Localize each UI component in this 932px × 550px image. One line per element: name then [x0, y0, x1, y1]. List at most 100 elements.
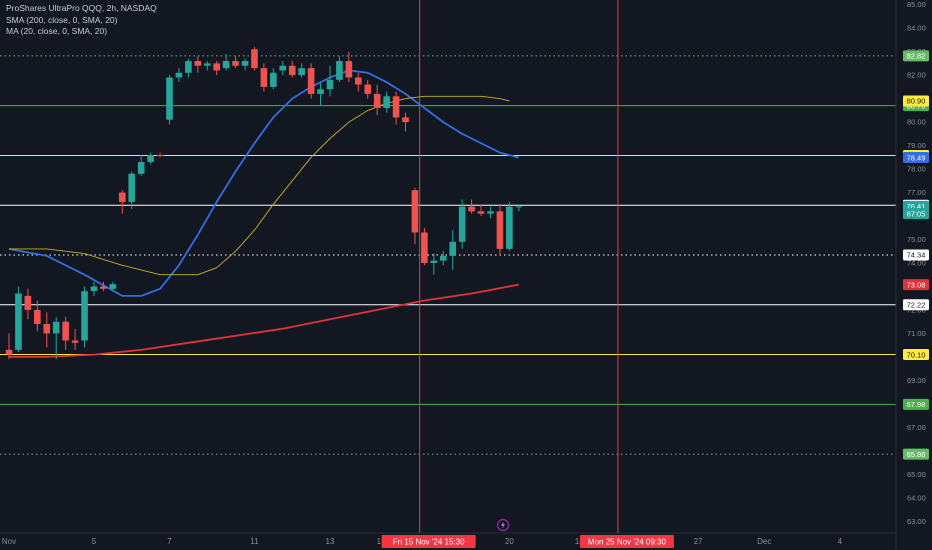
time-tick-label: 7	[167, 537, 172, 546]
candle-body	[430, 260, 438, 263]
candle-body	[392, 96, 400, 118]
ma-indicator-label[interactable]: MA (20, close, 0, SMA, 20)	[6, 26, 108, 36]
candle-body	[421, 232, 428, 263]
price-tick-label: 78.00	[907, 165, 926, 174]
time-tick-label: Nov	[2, 537, 16, 546]
candle-body	[402, 117, 409, 123]
candle-body	[270, 72, 277, 87]
symbol-title[interactable]: ProShares UltraPro QQQ, 2h, NASDAQ	[6, 3, 157, 13]
price-tag	[903, 152, 929, 164]
lightning-icon[interactable]	[496, 518, 510, 532]
candle-body	[326, 79, 334, 90]
time-marker-label: Fri 15 Nov '24 15:30	[393, 538, 465, 547]
price-tag	[903, 299, 929, 311]
price-tag-label: 70.10	[907, 350, 926, 359]
candle-body	[458, 206, 466, 242]
price-tick-label: 65.00	[907, 470, 926, 479]
candle-body	[62, 321, 69, 341]
price-tick-label: 67.00	[907, 423, 926, 432]
time-tick-label: 4	[838, 537, 843, 546]
candle-body	[194, 61, 202, 66]
candle-body	[355, 77, 362, 85]
candle-body	[43, 324, 51, 334]
time-axis[interactable]: Nov57111313:302013:3027Dec4Fri 15 Nov '2…	[2, 535, 843, 548]
time-tick-label: Dec	[757, 537, 771, 546]
price-tick-label: 64.00	[907, 493, 926, 502]
price-tick-label: 82.00	[907, 71, 926, 80]
candle-body	[166, 77, 173, 120]
price-tag	[903, 349, 929, 361]
price-tag-label: 67:05	[907, 209, 926, 218]
candle-body	[34, 309, 41, 325]
chart-legend: ProShares UltraPro QQQ, 2h, NASDAQ SMA (…	[6, 3, 157, 38]
price-tick-label: 63.00	[907, 517, 926, 526]
candle-body	[373, 93, 381, 109]
price-tick-label: 85.00	[907, 0, 926, 9]
candle-body	[156, 154, 164, 156]
candle-body	[506, 206, 513, 249]
time-marker-tag	[381, 535, 476, 548]
price-tag-label: 67.98	[907, 400, 926, 409]
price-tags: 82.8280.7078.5876.4674.3472.2270.1067.98…	[903, 50, 929, 460]
candle-body	[288, 65, 296, 76]
candle-body	[100, 286, 107, 289]
price-tag-label: 78.49	[907, 153, 926, 162]
candle-body	[317, 89, 324, 94]
candle-body	[439, 255, 447, 261]
candle-body	[109, 284, 117, 289]
candle-body	[137, 162, 145, 174]
candle-body	[118, 192, 126, 202]
candle-body	[307, 68, 315, 94]
candle-body	[411, 190, 419, 233]
price-tag	[903, 398, 929, 410]
price-tick-label: 80.00	[907, 118, 926, 127]
candle-body	[81, 291, 88, 341]
candle-body	[203, 63, 211, 66]
price-tick-label: 77.00	[907, 188, 926, 197]
candle-body	[71, 340, 79, 343]
price-tag	[903, 279, 929, 291]
candle-body	[487, 211, 494, 214]
candle-body	[468, 206, 475, 212]
sma-indicator-label[interactable]: SMA (200, close, 0, SMA, 20)	[6, 14, 118, 25]
time-tick-label: 5	[92, 537, 97, 546]
candle-body	[515, 206, 523, 208]
candle-body	[383, 96, 390, 109]
price-tag-label: 74.34	[907, 251, 926, 260]
candle-body	[364, 84, 372, 94]
indicator-line	[8, 69, 520, 297]
candle-body	[52, 321, 60, 334]
candle-body	[24, 295, 32, 310]
price-tag	[903, 50, 929, 62]
candle-body	[90, 286, 98, 292]
candle-body	[336, 61, 343, 80]
price-tag	[903, 95, 929, 107]
candle-body	[241, 61, 249, 66]
indicator-lines	[8, 69, 520, 358]
price-tick-label: 71.00	[907, 329, 926, 338]
price-tick-label: 69.00	[907, 376, 926, 385]
candles	[5, 46, 523, 360]
candle-body	[5, 349, 13, 355]
candle-body	[222, 61, 230, 69]
price-tag	[903, 249, 929, 261]
price-axis[interactable]: 85.0084.0083.0082.0081.0080.0079.0078.00…	[907, 0, 926, 526]
price-tick-label: 75.00	[907, 235, 926, 244]
price-tag	[903, 208, 929, 220]
price-tick-label: 74.00	[907, 258, 926, 267]
candle-body	[260, 68, 268, 87]
indicator-line	[9, 283, 519, 358]
price-tick-label: 79.00	[907, 141, 926, 150]
price-tag-label: 80.90	[907, 97, 926, 106]
price-tick-label: 84.00	[907, 24, 926, 33]
candle-body	[345, 61, 353, 78]
price-tag	[903, 448, 929, 460]
time-tick-label: 13	[326, 537, 335, 546]
price-tag-label: 76.41	[907, 202, 926, 211]
horizontal-levels	[0, 55, 896, 455]
price-tag-label: 82.82	[907, 52, 926, 61]
time-tick-label: 20	[505, 537, 514, 546]
candle-body	[477, 211, 485, 214]
